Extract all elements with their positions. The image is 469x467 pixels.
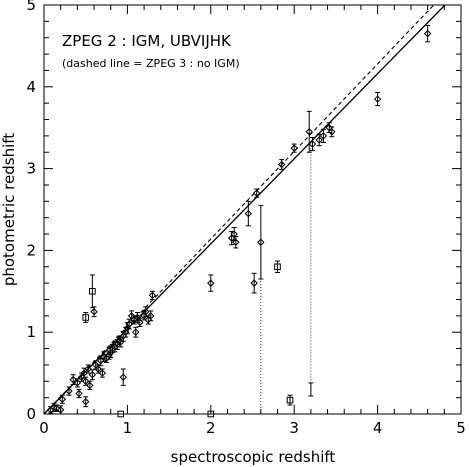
diamond-marker — [142, 308, 150, 316]
square-marker — [117, 410, 125, 418]
x-axis: 0 1 2 3 4 5 — [39, 5, 466, 437]
diamond-marker — [257, 238, 265, 246]
diamond-marker — [319, 132, 328, 140]
x-tick-label: 2 — [206, 419, 216, 437]
y-tick-label: 4 — [26, 78, 36, 96]
diamond-marker — [230, 230, 238, 238]
x-tick-label: 1 — [123, 419, 133, 437]
square-marker — [274, 263, 281, 271]
y-tick-label: 1 — [26, 323, 36, 341]
diamond-marker — [108, 344, 117, 353]
diamond-marker — [73, 379, 82, 387]
diamond-marker — [90, 308, 98, 316]
solid-fit-line — [43, 4, 446, 415]
data-points — [46, 24, 432, 418]
diamond-marker — [308, 140, 317, 148]
diamond-marker — [84, 365, 92, 373]
x-axis-title: spectroscopic redshift — [171, 448, 336, 466]
x-tick-label: 3 — [289, 419, 299, 437]
diamond-marker — [244, 209, 253, 218]
chart-title: ZPEG 2 : IGM, UBVIJHK — [62, 32, 232, 50]
diamond-marker — [88, 371, 97, 379]
diamond-marker — [97, 357, 105, 365]
diamond-marker — [75, 389, 83, 398]
diamond-marker — [250, 279, 258, 287]
diamond-marker — [94, 365, 102, 373]
diamond-marker — [81, 377, 90, 385]
diamond-marker — [56, 406, 65, 414]
diamond-marker — [65, 387, 73, 395]
diamond-marker — [305, 128, 313, 136]
diamond-marker — [277, 160, 286, 169]
diamond-marker — [232, 238, 240, 246]
chart-subtitle: (dashed line = ZPEG 3 : no IGM) — [62, 57, 240, 70]
square-marker — [89, 288, 96, 295]
plot-border — [43, 4, 462, 415]
diamond-marker — [111, 343, 119, 351]
square-marker — [286, 396, 294, 404]
diamond-marker — [328, 128, 336, 136]
diamond-marker — [133, 313, 142, 322]
x-tick-label: 4 — [373, 419, 383, 437]
y-tick-label: 0 — [26, 405, 36, 423]
square-marker — [82, 314, 90, 321]
x-tick-label: 5 — [456, 419, 466, 437]
diamond-marker — [80, 369, 88, 377]
y-axis: 0 1 2 3 4 5 — [26, 0, 461, 423]
diamond-marker — [81, 398, 90, 406]
square-marker — [207, 410, 215, 418]
diamond-marker — [98, 369, 107, 377]
diamond-marker — [148, 291, 157, 300]
x-tick-label: 0 — [39, 419, 49, 437]
y-tick-label: 3 — [26, 160, 36, 178]
y-tick-label: 5 — [26, 0, 36, 14]
fit-lines — [43, 4, 446, 415]
diamond-marker — [132, 328, 140, 336]
diamond-marker — [125, 320, 133, 328]
plot-frame — [43, 4, 462, 415]
dashed-fit-line — [43, 4, 435, 415]
diamond-marker — [315, 136, 323, 144]
y-tick-label: 2 — [26, 241, 36, 259]
diamond-marker — [207, 279, 215, 287]
diamond-marker — [86, 381, 94, 390]
diamond-marker — [252, 189, 261, 197]
diamond-marker — [119, 373, 127, 381]
diamond-marker — [52, 404, 61, 412]
diamond-marker — [290, 144, 298, 152]
diamond-marker — [147, 312, 155, 320]
diamond-marker — [58, 395, 67, 403]
y-axis-title: photometric redshift — [0, 133, 18, 286]
diamond-marker — [423, 29, 432, 38]
diamond-marker — [373, 95, 382, 103]
diamond-marker — [136, 318, 144, 327]
